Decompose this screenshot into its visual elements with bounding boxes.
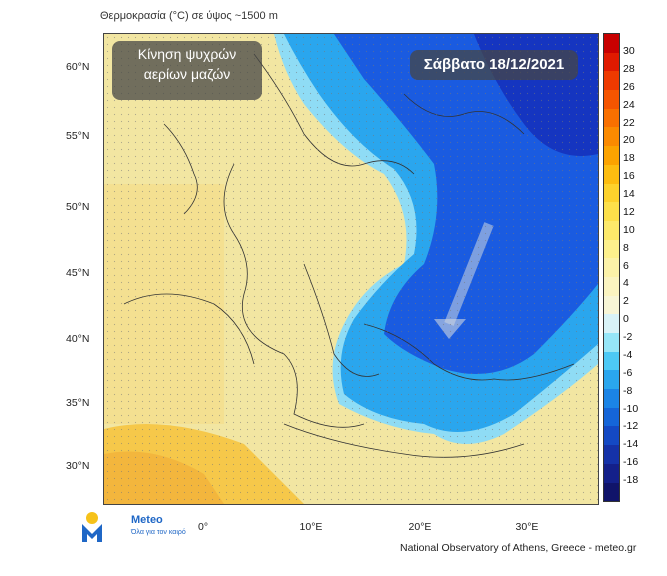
colorbar-tick-label: 6: [623, 259, 629, 272]
colorbar-tick-label: -8: [623, 384, 633, 397]
lat-label-35: 35°N: [66, 397, 90, 409]
colorbar-segment: [604, 239, 619, 259]
colorbar-segment: [604, 426, 619, 446]
colorbar-segment: [604, 407, 619, 427]
cold-air-annotation: Κίνηση ψυχρών αερίων μαζών: [112, 41, 262, 100]
colorbar-segment: [604, 52, 619, 72]
colorbar-tick-label: 22: [623, 116, 635, 129]
colorbar-tick-label: 14: [623, 188, 635, 201]
colorbar-segment: [604, 202, 619, 221]
logo-name: Meteo: [131, 514, 163, 526]
footer-credit: National Observatory of Athens, Greece -…: [400, 542, 637, 554]
colorbar-segment: [604, 220, 619, 240]
colorbar-segment: [604, 108, 619, 128]
colorbar-tick-label: 0: [623, 313, 629, 326]
map-title: Θερμοκρασία (°C) σε ύψος ~1500 m: [100, 10, 278, 22]
lon-label-0: 0°: [197, 521, 209, 533]
colorbar-segment: [604, 90, 619, 109]
colorbar-segment: [604, 183, 619, 203]
annotation-line-2: αερίων μαζών: [143, 66, 231, 82]
annotation-line-1: Κίνηση ψυχρών: [137, 46, 237, 62]
colorbar-segment: [604, 445, 619, 464]
colorbar-segment: [604, 146, 619, 165]
lat-label-40: 40°N: [66, 333, 90, 345]
date-label: Σάββατο 18/12/2021: [410, 50, 578, 80]
colorbar-tick-label: 12: [623, 205, 635, 218]
logo-tagline: Όλα για τον καιρό: [131, 529, 186, 536]
lon-label-10e: 10°E: [299, 521, 323, 533]
lat-label-30: 30°N: [66, 460, 90, 472]
colorbar-segment: [604, 351, 619, 371]
colorbar-tick-label: -4: [623, 348, 633, 361]
colorbar-tick-label: 2: [623, 295, 629, 308]
colorbar-tick-label: -12: [623, 420, 639, 433]
colorbar-segment: [604, 389, 619, 408]
colorbar-segment: [604, 333, 619, 352]
colorbar-segment: [604, 314, 619, 333]
colorbar-tick-label: -10: [623, 402, 639, 415]
colorbar-segment: [604, 370, 619, 390]
lat-label-60: 60°N: [66, 61, 90, 73]
colorbar-tick-label: 28: [623, 62, 635, 75]
colorbar-tick-label: 18: [623, 152, 635, 165]
colorbar-tick-label: 30: [623, 45, 635, 57]
lat-label-50: 50°N: [66, 201, 90, 213]
colorbar-tick-label: -14: [623, 438, 639, 451]
colorbar-tick-label: 24: [623, 98, 635, 111]
colorbar-segment: [604, 127, 619, 147]
temperature-field-svg: [104, 34, 598, 504]
lat-label-45: 45°N: [66, 267, 90, 279]
lon-label-30e: 30°E: [515, 521, 539, 533]
wind-grid-dots: [104, 34, 598, 504]
colorbar-segment: [604, 71, 619, 91]
colorbar-tick-label: -6: [623, 366, 633, 379]
colorbar-tick-label: 10: [623, 223, 635, 236]
temperature-colorbar: [603, 33, 620, 502]
colorbar-segment: [604, 482, 619, 502]
colorbar-tick-label: -2: [623, 331, 633, 344]
colorbar-segment: [604, 164, 619, 184]
colorbar-segment: [604, 463, 619, 483]
colorbar-tick-label: 20: [623, 134, 635, 147]
colorbar-tick-label: 16: [623, 170, 635, 183]
colorbar-segment: [604, 276, 619, 296]
colorbar-segment: [604, 258, 619, 277]
lat-label-55: 55°N: [66, 130, 90, 142]
colorbar-tick-label: 8: [623, 241, 629, 254]
colorbar-tick-label: 26: [623, 80, 635, 93]
temperature-map: [103, 33, 599, 505]
lon-label-20e: 20°E: [408, 521, 432, 533]
colorbar-segment: [604, 295, 619, 315]
meteo-logo-icon: [82, 512, 102, 542]
colorbar-tick-label: -18: [623, 474, 639, 487]
colorbar-tick-label: -16: [623, 456, 639, 469]
colorbar-segment: [604, 34, 619, 53]
colorbar-tick-label: 4: [623, 277, 629, 290]
